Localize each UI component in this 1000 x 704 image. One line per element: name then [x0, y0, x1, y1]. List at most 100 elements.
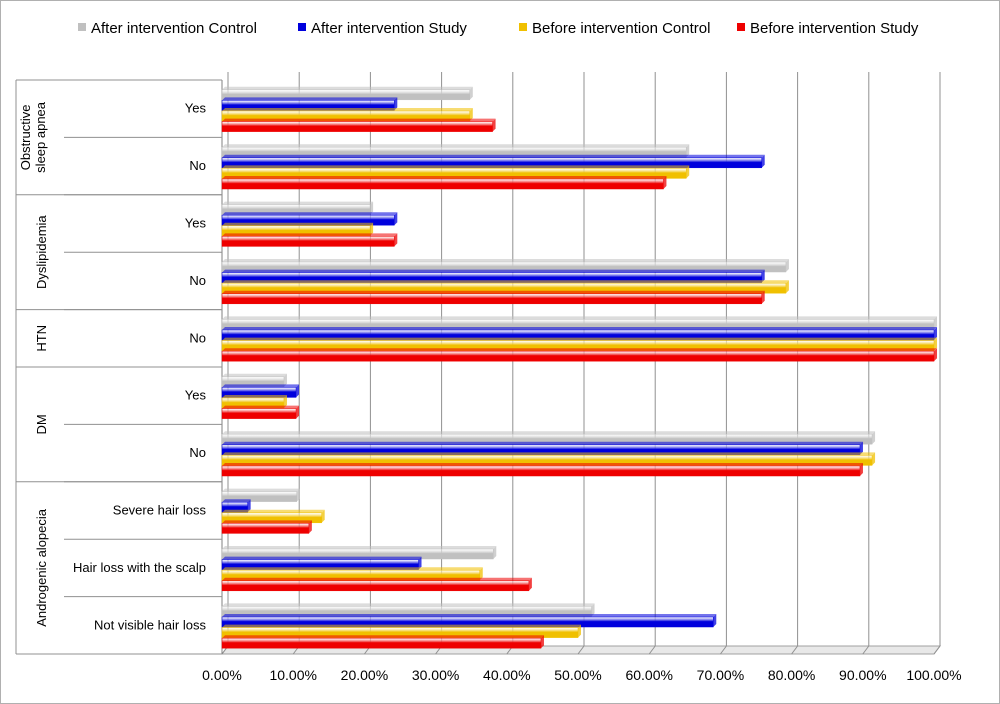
category-label: Yes — [185, 216, 207, 231]
bar-top — [222, 176, 667, 179]
group-label: DM — [34, 414, 49, 434]
bar-end — [394, 97, 398, 111]
x-tick-label: 30.00% — [412, 667, 459, 683]
bar-top — [222, 431, 876, 435]
bar-end — [247, 499, 251, 513]
bar-end — [370, 222, 374, 236]
bar-top — [222, 567, 483, 571]
bar-end — [540, 635, 544, 649]
bar-end — [591, 603, 595, 617]
bar-top — [222, 499, 251, 503]
legend-label: After intervention Study — [311, 20, 467, 37]
bar — [221, 350, 935, 362]
bar-top — [222, 154, 765, 158]
bar-top — [222, 316, 937, 320]
bar-top — [222, 259, 789, 262]
bar-top — [222, 577, 532, 581]
x-tick-label: 80.00% — [768, 667, 815, 683]
bar-top — [222, 556, 422, 560]
bar-top — [222, 441, 863, 445]
category-label: No — [189, 273, 206, 288]
x-tick-label: 50.00% — [554, 667, 601, 683]
bar-end — [859, 441, 863, 455]
bar-end — [308, 520, 312, 534]
bar-top — [222, 86, 473, 90]
bar-end — [370, 201, 374, 215]
bar — [221, 465, 861, 477]
legend-label: After intervention Control — [91, 20, 257, 37]
bar-end — [283, 395, 287, 408]
bar-top — [222, 108, 473, 111]
bar — [221, 491, 298, 502]
bar-end — [934, 327, 937, 340]
bar — [221, 293, 762, 305]
bar-top — [222, 373, 287, 377]
bar-end — [934, 316, 937, 330]
legend-label: Before intervention Study — [750, 20, 919, 37]
bar — [221, 121, 493, 132]
bar-top — [222, 212, 398, 216]
bar-end — [713, 614, 717, 627]
group-label: Androgenic alopecia — [34, 508, 49, 627]
category-label: No — [189, 330, 206, 345]
bar-end — [686, 144, 690, 158]
legend-swatch — [78, 23, 86, 31]
bar — [221, 178, 664, 190]
bar-top — [222, 509, 325, 513]
group-label: Dyslipidemia — [34, 215, 49, 289]
gridline-foot — [720, 645, 727, 655]
legend-swatch — [519, 23, 527, 31]
bar-end — [469, 108, 473, 121]
bar-end — [394, 212, 398, 226]
bar-end — [785, 280, 789, 294]
category-label: Hair loss with the scalp — [73, 560, 206, 575]
category-label: Not visible hair loss — [94, 617, 206, 632]
gridline-foot — [648, 645, 656, 655]
category-label: Yes — [185, 388, 207, 403]
x-tick-label: 40.00% — [483, 667, 530, 683]
bar-top — [222, 603, 595, 607]
bar-top — [222, 165, 690, 169]
bar-top — [222, 327, 937, 330]
bar-end — [321, 509, 325, 523]
bar-top — [222, 97, 398, 101]
bar — [221, 523, 310, 534]
bar-top — [222, 395, 287, 398]
bar-end — [528, 577, 532, 591]
bar-top — [222, 452, 876, 456]
bar-top — [222, 546, 497, 549]
legend-swatch — [298, 23, 306, 31]
bar-end — [418, 556, 422, 570]
group-label: Obstructivesleep apnea — [18, 101, 48, 173]
category-label: Severe hair loss — [113, 503, 207, 518]
category-label: Yes — [185, 101, 207, 116]
bar-end — [761, 290, 765, 304]
bar-end — [578, 624, 581, 638]
group-label: HTN — [34, 325, 49, 352]
bar-end — [872, 431, 876, 445]
bar — [221, 637, 542, 649]
x-tick-label: 10.00% — [269, 667, 316, 683]
bar-top — [222, 488, 300, 492]
bar-top — [222, 118, 496, 122]
bar-top — [222, 405, 300, 409]
bar-top — [222, 614, 717, 617]
bar — [221, 236, 395, 247]
bar-end — [479, 567, 483, 581]
x-tick-label: 90.00% — [839, 667, 886, 683]
bar-top — [222, 337, 937, 341]
bar-top — [222, 269, 765, 273]
x-tick-label: 0.00% — [202, 667, 242, 683]
bar-top — [222, 233, 398, 237]
bar-top — [222, 201, 374, 205]
bar-top — [222, 290, 765, 294]
bar-top — [222, 635, 544, 639]
bar — [221, 408, 297, 419]
category-label: No — [189, 445, 206, 460]
gridline-foot — [791, 645, 798, 655]
bar-end — [663, 176, 667, 189]
gridline-foot — [933, 645, 941, 655]
x-tick-label: 20.00% — [341, 667, 388, 683]
bar-end — [394, 233, 398, 247]
